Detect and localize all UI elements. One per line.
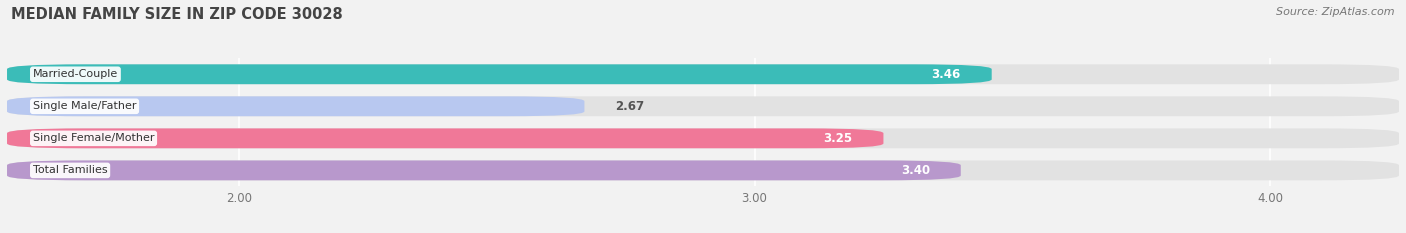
FancyBboxPatch shape — [7, 161, 1399, 180]
Text: MEDIAN FAMILY SIZE IN ZIP CODE 30028: MEDIAN FAMILY SIZE IN ZIP CODE 30028 — [11, 7, 343, 22]
Text: Source: ZipAtlas.com: Source: ZipAtlas.com — [1277, 7, 1395, 17]
Text: Total Families: Total Families — [32, 165, 107, 175]
FancyBboxPatch shape — [7, 64, 1399, 84]
FancyBboxPatch shape — [7, 96, 585, 116]
Text: 2.67: 2.67 — [616, 100, 644, 113]
Text: 3.46: 3.46 — [932, 68, 960, 81]
FancyBboxPatch shape — [7, 64, 991, 84]
Text: Married-Couple: Married-Couple — [32, 69, 118, 79]
Text: 3.40: 3.40 — [901, 164, 929, 177]
FancyBboxPatch shape — [7, 96, 1399, 116]
FancyBboxPatch shape — [7, 128, 883, 148]
FancyBboxPatch shape — [7, 128, 1399, 148]
FancyBboxPatch shape — [7, 161, 960, 180]
Text: Single Male/Father: Single Male/Father — [32, 101, 136, 111]
Text: Single Female/Mother: Single Female/Mother — [32, 133, 155, 143]
Text: 3.25: 3.25 — [824, 132, 852, 145]
